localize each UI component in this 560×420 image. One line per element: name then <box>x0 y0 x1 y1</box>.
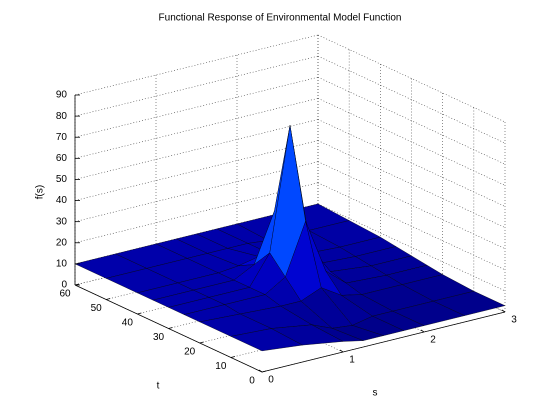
grid-line <box>74 55 319 117</box>
z-tick-label: 40 <box>56 195 68 206</box>
tick-mark <box>106 298 111 300</box>
z-tick-label: 50 <box>56 174 68 185</box>
grid-line <box>74 119 319 180</box>
grid-line <box>74 34 319 96</box>
x-tick-label: 1 <box>349 355 355 366</box>
x-tick-label: 2 <box>430 335 436 346</box>
surface-patch <box>230 328 304 352</box>
tick-mark <box>420 329 425 333</box>
z-axis-label: f(s) <box>35 185 46 199</box>
z-tick-label: 70 <box>56 132 68 143</box>
chart-title: Functional Response of Environmental Mod… <box>159 13 402 24</box>
z-tick-label: 60 <box>56 153 68 164</box>
tick-mark <box>168 327 173 329</box>
tick-mark <box>199 341 204 344</box>
y-tick-label: 40 <box>122 318 134 329</box>
z-tick-label: 20 <box>56 237 68 248</box>
tick-mark <box>261 370 267 373</box>
tick-mark <box>339 349 344 353</box>
tick-mark <box>230 356 235 358</box>
z-tick-label: 90 <box>56 90 68 101</box>
box-edge <box>261 311 506 373</box>
y-tick-label: 0 <box>249 376 255 387</box>
tick-mark <box>137 312 142 315</box>
y-tick-label: 20 <box>184 347 196 358</box>
y-tick-label: 50 <box>91 303 103 314</box>
y-tick-label: 30 <box>153 332 165 343</box>
z-tick-label: 80 <box>56 111 68 122</box>
z-tick-label: 0 <box>61 280 67 291</box>
z-tick-label: 10 <box>56 259 68 270</box>
tick-mark <box>258 369 263 373</box>
x-tick-label: 0 <box>268 375 274 386</box>
y-axis-label: t <box>157 381 160 392</box>
tick-mark <box>74 283 80 286</box>
grid-line <box>74 76 319 138</box>
x-axis-label: s <box>373 388 378 399</box>
x-tick-label: 3 <box>511 315 517 326</box>
tick-mark <box>501 309 506 313</box>
y-tick-label: 60 <box>59 289 71 300</box>
z-tick-label: 30 <box>56 216 68 227</box>
grid-line <box>74 98 319 159</box>
y-tick-label: 10 <box>215 361 227 372</box>
